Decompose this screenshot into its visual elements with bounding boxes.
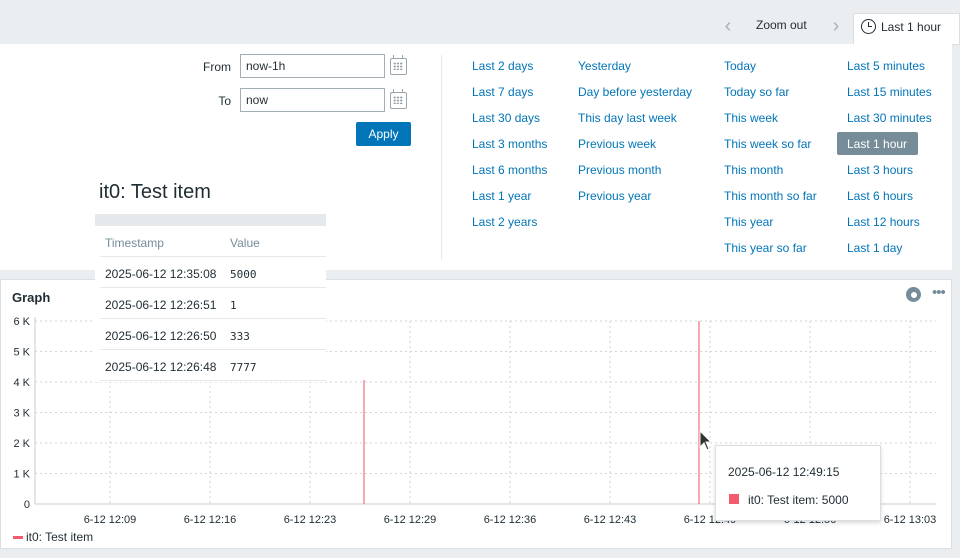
quick-range-link[interactable]: Last 2 days — [472, 59, 534, 73]
time-range-tab-label: Last 1 hour — [881, 20, 942, 34]
timestamp-cell: 2025-06-12 12:26:48 — [105, 360, 217, 374]
y-tick-label: 1 K — [13, 469, 30, 481]
quick-range-link[interactable]: Last 3 hours — [847, 163, 914, 177]
calendar-icon[interactable] — [390, 89, 407, 109]
from-input[interactable]: now-1h — [240, 54, 385, 78]
quick-range-link[interactable]: This month so far — [724, 189, 817, 203]
table-top-bar — [95, 214, 326, 226]
table-row: 2025-06-12 12:35:08 5000 — [100, 257, 326, 288]
y-tick-label: 6 K — [13, 316, 30, 328]
y-tick-label: 0 — [24, 499, 30, 511]
graph-tooltip: 2025-06-12 12:49:15 it0: Test item: 5000 — [715, 445, 881, 521]
selected-range-label: Last 1 hour — [847, 137, 908, 151]
y-tick-label: 4 K — [13, 377, 30, 389]
value-cell: 1 — [230, 299, 237, 312]
tooltip-time: 2025-06-12 12:49:15 — [728, 465, 840, 479]
legend-label: it0: Test item — [26, 530, 94, 544]
x-tick-label: 6-12 12:29 — [384, 514, 437, 526]
quick-range-link[interactable]: Last 6 hours — [847, 189, 914, 203]
column-header-value: Value — [230, 236, 260, 250]
timestamp-cell: 2025-06-12 12:26:51 — [105, 298, 217, 312]
time-filter-bar: ‹ Zoom out › Last 1 hour — [0, 0, 960, 45]
item-title: it0: Test item — [99, 181, 211, 203]
y-tick-label: 3 K — [13, 408, 30, 420]
time-range-tab[interactable]: Last 1 hour — [853, 13, 960, 44]
from-label: From — [203, 60, 231, 74]
column-header-timestamp: Timestamp — [105, 236, 164, 250]
quick-range-link[interactable]: Previous year — [578, 189, 652, 203]
quick-range-link[interactable]: This week — [724, 111, 779, 125]
tooltip-swatch — [729, 494, 739, 504]
chevron-right-icon[interactable]: › — [832, 15, 840, 37]
quick-range-link[interactable]: Day before yesterday — [578, 85, 693, 99]
quick-range-link[interactable]: Last 2 years — [472, 215, 538, 229]
quick-range-link[interactable]: Previous month — [578, 163, 662, 177]
graph-title: Graph — [12, 290, 51, 305]
y-tick-label: 2 K — [13, 438, 30, 450]
item-table: Timestamp Value 2025-06-12 12:35:08 5000 2… — [100, 226, 326, 381]
value-cell: 333 — [230, 330, 250, 343]
clock-icon — [861, 19, 876, 34]
chevron-left-icon[interactable]: ‹ — [724, 15, 732, 37]
quick-range-link[interactable]: Last 5 minutes — [847, 59, 926, 73]
quick-range-link[interactable]: Today — [724, 59, 757, 73]
quick-range-link[interactable]: Today so far — [724, 85, 790, 99]
legend-swatch — [13, 536, 23, 540]
apply-button[interactable]: Apply — [356, 122, 411, 146]
quick-range-link[interactable]: Last 12 hours — [847, 215, 920, 229]
x-tick-label: 6-12 12:23 — [284, 514, 337, 526]
tooltip-value: it0: Test item: 5000 — [748, 493, 849, 507]
quick-range-link[interactable]: Yesterday — [578, 59, 631, 73]
value-cell: 5000 — [230, 268, 257, 281]
zoom-out-button[interactable]: Zoom out — [756, 18, 807, 32]
x-tick-label: 6-12 12:09 — [84, 514, 137, 526]
to-input[interactable]: now — [240, 88, 385, 112]
selected-range-highlight[interactable]: Last 1 hour — [837, 132, 918, 155]
x-tick-label: 6-12 12:36 — [484, 514, 537, 526]
table-row: 2025-06-12 12:26:48 7777 — [100, 350, 326, 381]
timestamp-cell: 2025-06-12 12:26:50 — [105, 329, 217, 343]
quick-range-link[interactable]: Last 1 year — [472, 189, 532, 203]
quick-range-link[interactable]: This week so far — [724, 137, 812, 151]
graph-canvas: 0 1 K 2 K 3 K 4 K 5 K 6 K 6-12 12:09 6-12 12:16 6… — [13, 316, 937, 526]
x-tick-label: 6-12 12:16 — [184, 514, 237, 526]
quick-range-link[interactable]: This month — [724, 163, 784, 177]
table-row: 2025-06-12 12:26:51 1 — [100, 288, 326, 319]
quick-range-link[interactable]: Last 7 days — [472, 85, 534, 99]
timestamp-cell: 2025-06-12 12:35:08 — [105, 267, 217, 281]
more-options-icon[interactable]: ••• — [932, 284, 946, 301]
x-tick-label: 6-12 13:03 — [884, 514, 937, 526]
mouse-cursor-icon — [699, 430, 713, 451]
quick-range-link[interactable]: Last 3 months — [472, 137, 548, 151]
quick-range-link[interactable]: Last 30 days — [472, 111, 541, 125]
calendar-icon[interactable] — [390, 55, 407, 75]
x-tick-label: 6-12 12:43 — [584, 514, 637, 526]
quick-range-link[interactable]: This year — [724, 215, 774, 229]
item-history-table: Timestamp Value 2025-06-12 12:35:08 5000 2… — [95, 214, 326, 382]
quick-range-link[interactable]: Last 6 months — [472, 163, 548, 177]
value-cell: 7777 — [230, 361, 257, 374]
quick-range-link[interactable]: Previous week — [578, 137, 657, 151]
table-header: Timestamp Value — [100, 226, 326, 257]
quick-range-link[interactable]: This year so far — [724, 241, 807, 255]
quick-range-link[interactable]: Last 1 day — [847, 241, 903, 255]
y-tick-label: 5 K — [13, 347, 30, 359]
divider — [441, 55, 442, 260]
to-label: To — [218, 94, 231, 108]
quick-range-link[interactable]: This day last week — [578, 111, 677, 125]
gear-icon[interactable] — [906, 287, 921, 302]
table-row: 2025-06-12 12:26:50 333 — [100, 319, 326, 350]
graph-legend: it0: Test item — [13, 530, 93, 544]
quick-range-link[interactable]: Last 15 minutes — [847, 85, 932, 99]
quick-range-link[interactable]: Last 30 minutes — [847, 111, 932, 125]
